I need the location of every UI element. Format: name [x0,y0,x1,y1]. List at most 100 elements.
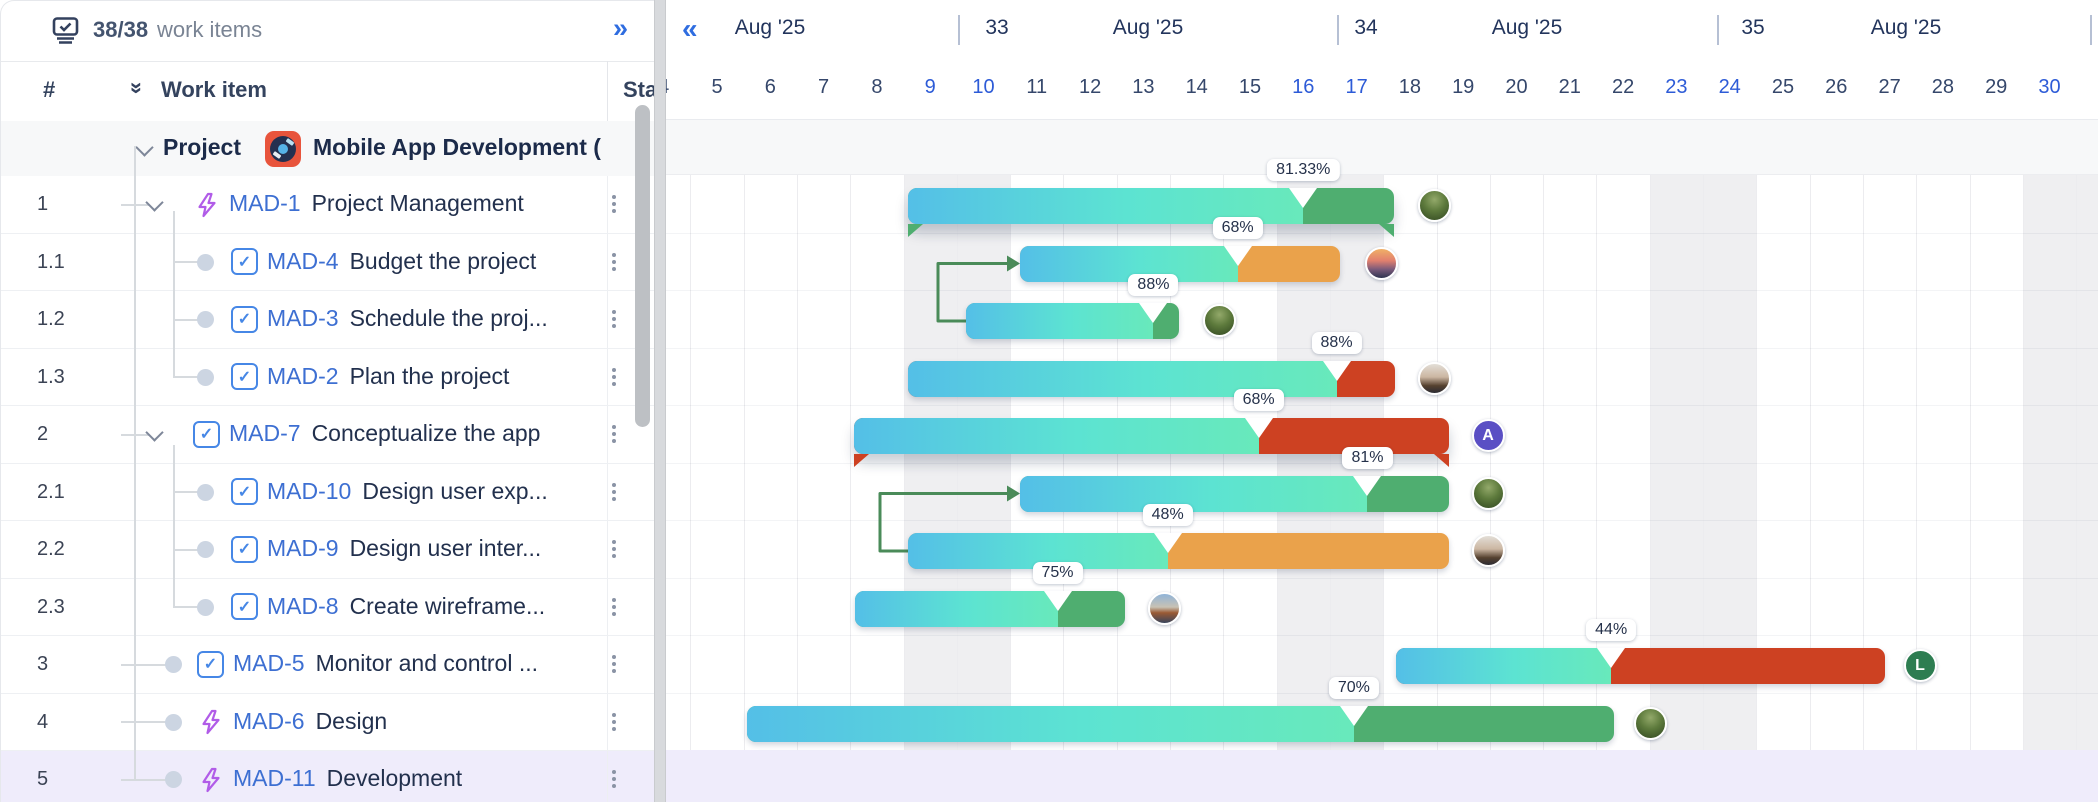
vertical-scrollbar[interactable] [635,105,650,427]
row-more-actions-button[interactable] [612,252,616,257]
row-gridline [666,405,2098,406]
project-label: Project [163,134,241,160]
work-item-row[interactable]: 1 MAD-1 Project Management [1,176,655,234]
work-item-title: Development [326,765,463,791]
work-item-row[interactable]: 1.3 MAD-2 Plan the project [1,348,655,406]
row-number: 1 [37,193,49,215]
day-label: 8 [871,76,883,98]
assignee-avatar[interactable] [1633,706,1667,740]
day-label: 21 [1558,76,1581,98]
row-more-actions-button[interactable] [612,655,616,659]
work-item-key[interactable]: MAD-9 [267,535,339,561]
selected-row-strip [666,750,2098,802]
gantt-bar-mad-8[interactable] [855,590,1125,627]
row-number: 3 [37,653,49,675]
column-divider [607,521,608,578]
work-item-row[interactable]: 5 MAD-11 Development [1,751,655,802]
work-item-key[interactable]: MAD-3 [267,305,339,331]
row-more-actions-button[interactable] [612,367,616,372]
chevron-down-icon[interactable] [135,138,154,157]
column-divider [607,751,608,802]
parent-bar-cap [1379,224,1394,237]
row-more-actions-button[interactable] [612,712,616,717]
work-item-text: MAD-11 Development [233,765,599,792]
column-status[interactable]: Sta [623,77,655,102]
work-item-text: MAD-4 Budget the project [267,248,599,275]
gantt-bar-progress [1396,648,1612,684]
day-label: 7 [818,76,830,98]
assignee-avatar[interactable] [1147,591,1181,625]
parent-bar-cap [908,224,923,237]
month-label: Aug '25 [734,16,806,39]
row-more-actions-button[interactable] [612,310,616,314]
row-more-actions-button[interactable] [612,195,616,199]
day-label: 28 [1931,76,1955,98]
work-item-row[interactable]: 2 MAD-7 Conceptualize the app [1,406,655,464]
expand-all-icon[interactable]: » [125,81,151,95]
work-item-key[interactable]: MAD-1 [229,190,301,216]
assignee-avatar[interactable] [1417,361,1451,395]
tree-node [197,541,214,559]
work-item-row[interactable]: 2.2 MAD-9 Design user inter... [1,521,655,579]
row-more-actions-button[interactable] [612,540,616,544]
assignee-avatar[interactable] [1202,304,1236,337]
work-item-key[interactable]: MAD-2 [267,362,339,389]
gantt-bar-progress [854,418,1259,454]
work-items-count: 38/38 [93,17,149,42]
epic-icon [193,191,221,219]
work-item-key[interactable]: MAD-8 [267,592,339,619]
progress-label: 48% [1142,504,1193,526]
day-gridline [1596,175,1598,802]
assignee-avatar[interactable] [1471,476,1505,510]
chevron-down-icon[interactable] [145,423,164,442]
panel-resize-divider[interactable] [654,0,666,802]
work-item-row[interactable]: 4 MAD-6 Design [1,693,655,751]
work-item-key[interactable]: MAD-5 [233,650,305,676]
work-item-key[interactable]: MAD-11 [233,765,316,791]
work-item-title: Design user inter... [349,535,542,561]
project-row[interactable]: Project Mobile App Development ( [1,121,655,177]
work-item-row[interactable]: 2.1 MAD-10 Design user exp... [1,463,655,521]
progress-marker-icon [1139,303,1168,323]
tree-stub [173,491,201,494]
row-more-actions-button[interactable] [612,770,616,774]
row-more-actions-button[interactable] [612,597,616,602]
work-item-key[interactable]: MAD-7 [229,420,301,446]
tree-node [197,311,214,329]
column-work-item[interactable]: Work item [161,77,267,102]
row-more-actions-button[interactable] [612,425,616,429]
assignee-avatar[interactable] [1417,189,1451,222]
work-item-key[interactable]: MAD-6 [233,707,305,734]
work-item-text: MAD-2 Plan the project [267,363,599,390]
gantt-bar-mad-5[interactable] [1396,648,1885,684]
progress-label: 70% [1328,676,1379,699]
work-item-key[interactable]: MAD-10 [267,477,352,504]
gantt-bar-mad-4[interactable] [1020,245,1340,282]
expand-panel-button[interactable]: » [613,13,629,43]
gantt-bar-mad-1[interactable] [908,188,1394,224]
day-label: 23 [1665,76,1688,98]
work-item-row[interactable]: 1.2 MAD-3 Schedule the proj... [1,291,655,349]
tree-stub [121,721,169,724]
assignee-avatar[interactable]: A [1471,419,1505,452]
row-more-actions-button[interactable] [612,482,616,487]
work-item-row[interactable]: 2.3 MAD-8 Create wireframe... [1,578,655,636]
gantt-bar-mad-2[interactable] [908,360,1395,397]
tree-stub [173,548,201,551]
work-item-title: Create wireframe... [349,592,546,619]
row-number: 2 [37,423,49,445]
assignee-avatar[interactable]: L [1903,649,1937,682]
gantt-bar-mad-6[interactable] [747,705,1614,742]
work-item-row[interactable]: 3 MAD-5 Monitor and control ... [1,636,655,694]
assignee-avatar[interactable] [1471,534,1505,567]
gantt-bar-mad-10[interactable] [1020,475,1449,512]
chevron-down-icon[interactable] [145,193,164,212]
gantt-bar-mad-7[interactable] [854,418,1449,454]
progress-marker-icon [1223,245,1252,266]
work-item-title: Design [315,707,388,734]
work-item-row[interactable]: 1.1 MAD-4 Budget the project [1,233,655,291]
work-item-key[interactable]: MAD-4 [267,247,339,274]
scroll-left-button[interactable]: « [682,13,698,44]
day-gridline [2022,175,2024,802]
assignee-avatar[interactable] [1364,246,1398,280]
